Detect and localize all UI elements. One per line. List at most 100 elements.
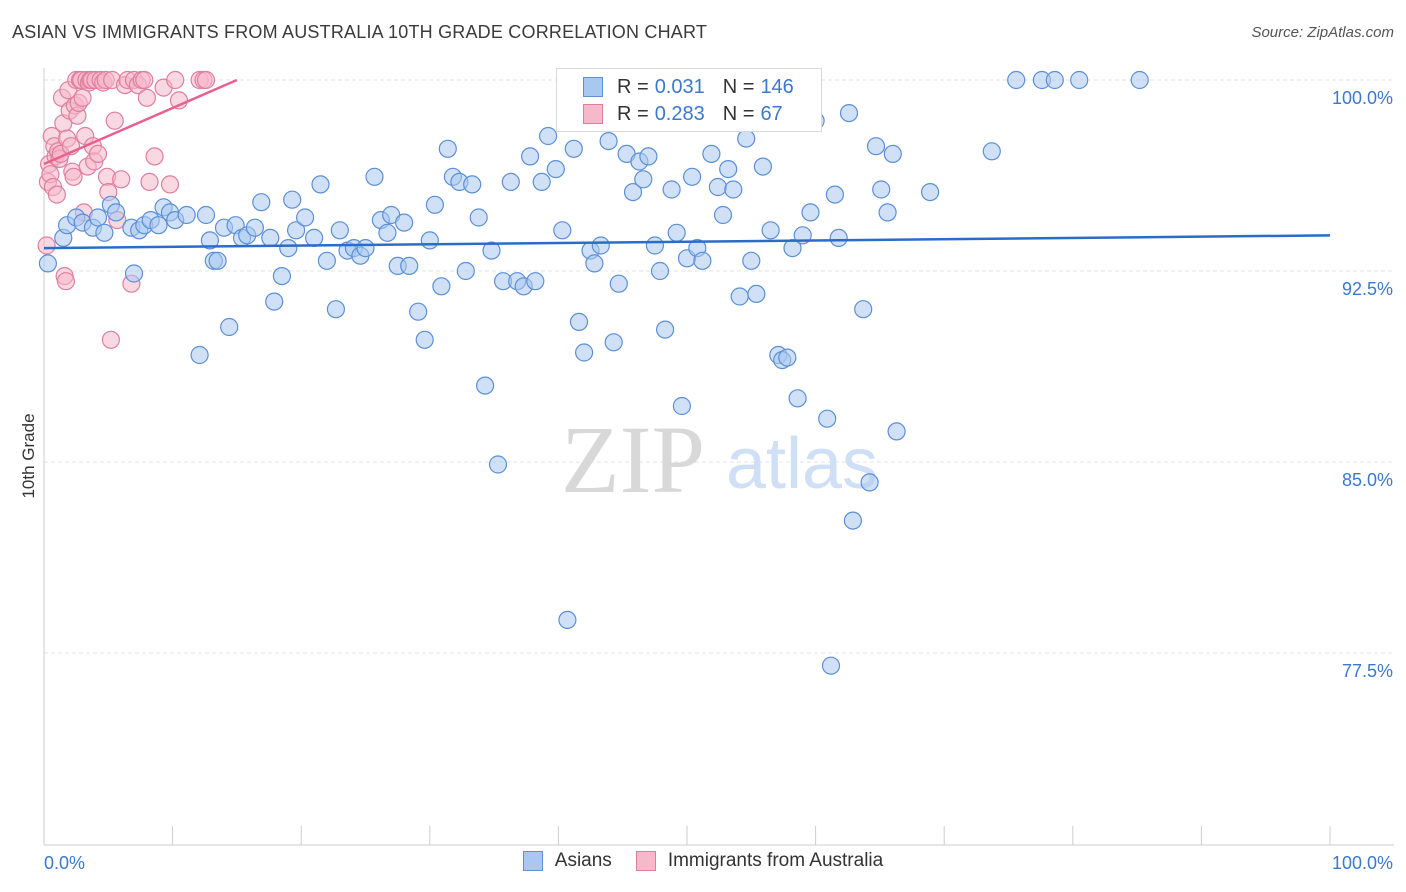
- legend-n-label: N =: [722, 102, 755, 125]
- asian-point: [296, 208, 315, 227]
- legend-swatch-asians: [583, 77, 603, 97]
- asian-point: [469, 208, 488, 227]
- watermark: ZIP atlas: [561, 406, 878, 513]
- asian-point: [378, 223, 397, 242]
- immigrant-point: [135, 70, 154, 90]
- asian-point: [272, 267, 291, 286]
- asian-point: [599, 132, 618, 151]
- trend-lines: [43, 78, 1331, 250]
- asian-point: [196, 205, 216, 225]
- immigrant-point: [47, 185, 67, 204]
- asian-point: [585, 254, 604, 273]
- trend-line-asians: [43, 234, 1331, 250]
- asian-point: [883, 144, 902, 163]
- asian-point: [425, 195, 444, 214]
- asian-point: [395, 213, 414, 232]
- asian-point: [730, 287, 749, 306]
- asian-point: [609, 274, 628, 293]
- asian-point: [719, 160, 738, 179]
- asian-point: [482, 241, 501, 260]
- asian-point: [311, 175, 330, 194]
- legend-label-immigrants: Immigrants from Australia: [667, 850, 884, 871]
- asian-point: [558, 610, 577, 630]
- asian-point: [1045, 70, 1064, 90]
- asian-point: [843, 511, 863, 530]
- asian-point: [747, 284, 766, 303]
- asian-point: [400, 256, 419, 275]
- asian-point: [438, 139, 457, 158]
- y-tick-label: 85.0%: [1342, 470, 1393, 490]
- asian-point: [829, 228, 848, 247]
- y-axis-label: 10th Grade: [19, 413, 38, 498]
- asian-point: [38, 254, 58, 273]
- y-tick-label: 92.5%: [1342, 279, 1393, 299]
- asian-point: [476, 376, 495, 395]
- asian-point: [825, 185, 845, 204]
- asian-point: [1130, 70, 1149, 90]
- immigrant-point: [73, 88, 92, 107]
- stats-legend: R = 0.031 N = 146 R = 0.283 N = 67: [556, 68, 822, 132]
- x-tick-labels: 0.0% 100.0%: [44, 853, 1393, 873]
- asian-point: [488, 455, 508, 474]
- asian-point: [538, 126, 558, 146]
- asian-point: [283, 190, 302, 209]
- asian-point: [1070, 70, 1089, 90]
- asian-point: [532, 172, 551, 191]
- asian-point: [200, 231, 219, 250]
- asian-point: [1007, 70, 1026, 90]
- asian-point: [432, 277, 451, 296]
- asian-point: [305, 228, 324, 247]
- series-legend: Asians Immigrants from Australia: [0, 850, 1406, 872]
- asian-point: [190, 345, 209, 365]
- asian-point: [742, 251, 761, 270]
- asian-point: [693, 251, 712, 270]
- asian-point: [88, 208, 108, 227]
- asian-point: [287, 221, 306, 240]
- legend-n-value: 67: [760, 102, 783, 125]
- asian-point: [149, 216, 168, 235]
- watermark-atlas: atlas: [726, 424, 878, 504]
- asian-point: [866, 137, 886, 156]
- asian-point: [569, 312, 589, 331]
- asian-point: [878, 203, 897, 222]
- asian-point: [330, 221, 349, 240]
- series-asians: [38, 70, 1149, 675]
- x-tick-label-max: 100.0%: [1332, 853, 1393, 873]
- asian-point: [415, 330, 434, 349]
- asian-point: [124, 264, 144, 283]
- legend-label-asians: Asians: [554, 850, 612, 871]
- chart-title: ASIAN VS IMMIGRANTS FROM AUSTRALIA 10TH …: [12, 22, 708, 42]
- asian-point: [818, 409, 837, 428]
- asian-point: [645, 236, 665, 255]
- asian-point: [713, 205, 733, 225]
- asian-point: [356, 239, 375, 258]
- immigrant-point: [56, 272, 76, 291]
- immigrant-point: [196, 70, 216, 90]
- legend-item-asians: Asians: [522, 850, 612, 872]
- asian-point: [317, 251, 336, 270]
- asian-point: [737, 129, 756, 148]
- asian-point: [753, 157, 773, 176]
- asian-point: [177, 205, 196, 225]
- legend-r-label: R =: [617, 75, 649, 98]
- immigrant-point: [64, 167, 83, 186]
- legend-swatch-immigrants: [583, 104, 603, 124]
- asian-point: [682, 167, 702, 186]
- x-tick-marks: [43, 826, 1331, 845]
- asian-point: [409, 302, 428, 321]
- series-immigrants-from-australia: [37, 70, 216, 349]
- asian-point: [279, 239, 298, 258]
- immigrant-point: [37, 236, 56, 255]
- asian-point: [724, 180, 743, 199]
- legend-r-value: 0.031: [654, 75, 705, 98]
- asian-point: [672, 396, 692, 416]
- asian-point: [655, 320, 675, 339]
- immigrant-point: [145, 147, 164, 166]
- asian-point: [526, 272, 545, 291]
- asian-point: [261, 228, 280, 247]
- immigrant-point: [137, 88, 156, 107]
- asian-point: [854, 300, 873, 319]
- immigrant-point: [112, 170, 131, 189]
- asian-point: [872, 180, 891, 199]
